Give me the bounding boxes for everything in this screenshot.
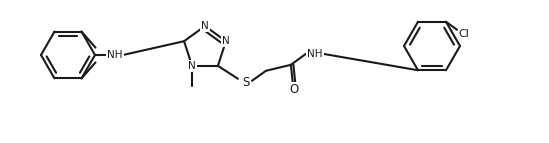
- Text: S: S: [242, 76, 250, 89]
- Text: N: N: [222, 36, 230, 46]
- Text: N: N: [188, 61, 196, 71]
- Text: N: N: [188, 61, 196, 71]
- Text: N: N: [201, 21, 209, 31]
- Text: NH: NH: [307, 49, 323, 59]
- Text: NH: NH: [107, 50, 123, 60]
- Text: Cl: Cl: [458, 29, 469, 39]
- Text: O: O: [289, 83, 299, 96]
